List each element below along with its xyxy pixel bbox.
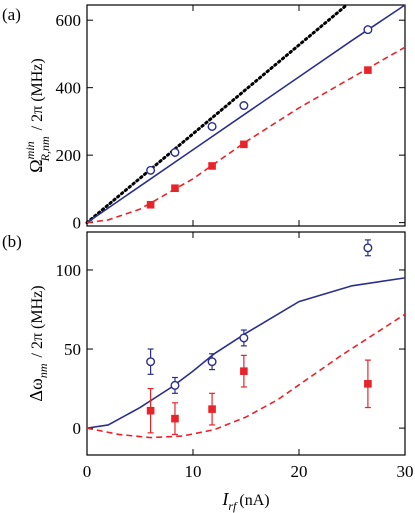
data-point [207,357,217,367]
data-point [146,200,155,209]
data-point [240,367,248,375]
y-label-part: Ω [26,159,46,172]
plot-frame [86,231,406,456]
y-label-part: Δω [26,378,46,402]
y-label-part: R,nm [38,136,52,162]
y-tick-label: 200 [56,146,82,165]
data-point [239,101,249,111]
y-label-part: nm [36,363,50,378]
y-tick-label: 0 [73,214,82,233]
y-tick-label: 400 [56,79,82,98]
y-axis-label: Δωnm / 2π (MHz) [26,285,50,401]
y-axis-label: ΩminR,nm / 2π (MHz) [23,58,52,172]
curve [86,4,406,224]
data-point [208,405,216,413]
data-point [364,380,372,388]
data-point [363,243,373,253]
panel-label: (b) [2,232,22,251]
curve [86,313,406,439]
data-point [364,66,372,74]
y-label-part: / 2π (MHz) [29,285,46,357]
data-point [146,165,156,175]
y-tick-label: 0 [73,419,82,438]
panel: 0 10 20 30 0 50 100 (b) Δωnm / 2π (MHz) Irf (nA) [2,231,414,513]
data-point [146,357,156,367]
curve [86,46,406,224]
x-tick-label: 20 [291,462,308,481]
data-point [170,380,180,390]
data-point [363,25,373,35]
x-axis-label: Irf (nA) [221,489,269,513]
data-point [171,184,179,193]
y-tick-label: 50 [64,340,81,359]
data-point [207,121,217,131]
curve [85,3,349,225]
data-point [208,162,216,170]
y-label-part: min [23,141,37,159]
x-tick-label: 30 [397,462,414,481]
plot-frame [86,4,406,227]
x-tick-label: 10 [185,462,202,481]
panel: 0 200 400 600 (a) ΩminR,nm / 2π (MHz) [2,3,406,233]
data-point [240,140,248,149]
data-point [239,333,249,343]
x-label-part: rf [228,499,238,513]
x-label-part: (nA) [239,492,269,509]
y-label-part: / 2π (MHz) [29,58,46,130]
x-tick-label: 0 [83,462,92,481]
data-point [146,406,155,415]
y-tick-label: 600 [56,11,82,30]
panel-label: (a) [2,5,21,24]
data-point [171,414,179,423]
x-label-part: I [221,489,229,509]
y-tick-label: 100 [56,261,82,280]
data-point [170,147,180,157]
curve [86,277,406,429]
